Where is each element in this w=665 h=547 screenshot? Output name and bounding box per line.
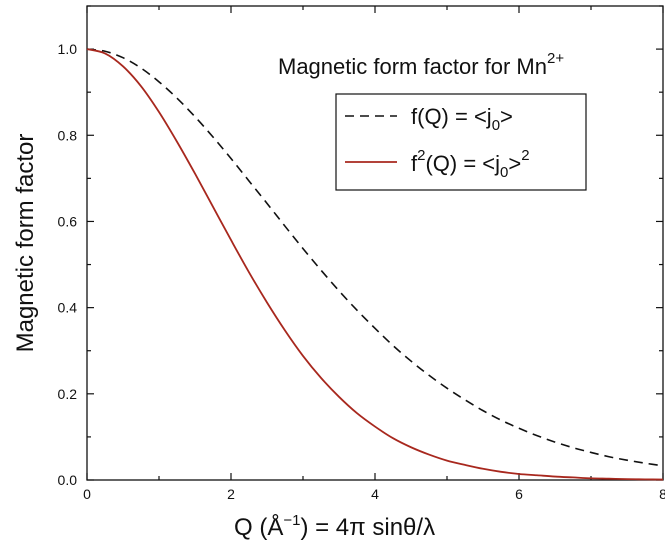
x-tick-label: 2: [227, 486, 235, 502]
axis-ticks: [86, 5, 664, 481]
y-tick-label: 1.0: [58, 41, 78, 57]
y-axis-title: Magnetic form factor: [12, 134, 39, 353]
y-tick-label: 0.6: [58, 213, 78, 229]
y-tick-label: 0.4: [58, 300, 78, 316]
x-tick-label: 8: [659, 486, 665, 502]
legend-label-f2: f2(Q) = <j0>2: [411, 147, 530, 181]
x-tick-label: 4: [371, 486, 379, 502]
y-tick-label: 0.0: [58, 472, 78, 488]
data-series: [86, 48, 664, 481]
axis-tick-labels: 0 2 4 6 8 0.0 0.2 0.4 0.6 0.8 1.0: [58, 41, 665, 502]
y-tick-label: 0.8: [58, 127, 78, 143]
x-tick-label: 6: [515, 486, 523, 502]
series-line-f2: [86, 48, 664, 481]
y-tick-label: 0.2: [58, 386, 78, 402]
legend-label-f: f(Q) = <j0>: [411, 104, 513, 134]
x-tick-label: 0: [83, 486, 91, 502]
x-axis-title: Q (Å−1) = 4π sinθ/λ: [234, 512, 435, 541]
legend-box: [335, 93, 587, 191]
series-line-f: [86, 48, 664, 467]
chart-title: Magnetic form factor for Mn2+: [278, 50, 564, 79]
